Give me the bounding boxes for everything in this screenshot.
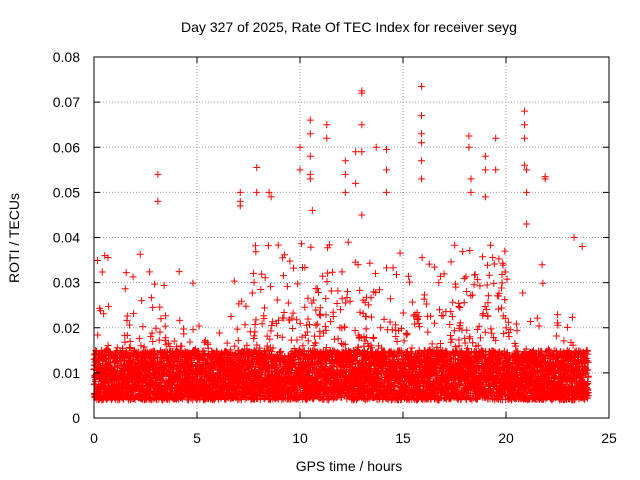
data-point [241,321,249,329]
data-point [106,348,114,356]
data-point [93,257,101,265]
data-point [186,338,194,346]
data-point [125,343,133,351]
data-point [189,326,197,334]
data-point [189,279,197,287]
data-point [157,315,165,323]
data-point [149,337,157,345]
data-point [140,343,148,351]
data-point [238,297,246,305]
data-point [170,337,178,345]
data-point [233,325,241,333]
data-point [242,302,250,310]
data-point [94,331,102,339]
data-point [204,344,212,352]
data-point [175,268,183,276]
data-point [138,297,146,305]
data-point [215,329,223,337]
data-point [146,268,154,276]
data-point [135,335,143,343]
data-point [121,285,129,293]
data-point [134,352,142,360]
data-point [121,338,129,346]
data-point [123,331,131,339]
data-point [142,347,150,355]
data-point [126,337,134,345]
data-point [126,321,134,329]
data-point [104,254,112,262]
data-point [104,341,112,349]
data-point [139,323,147,331]
data-point [147,333,155,341]
data-point [146,373,154,381]
data-point [113,344,121,352]
data-point [164,339,172,347]
data-point [156,303,164,311]
data-point [129,273,137,281]
data-point [243,341,251,349]
data-point [152,324,160,332]
data-point [160,282,168,290]
data-point [178,342,186,350]
data-point [162,334,170,342]
data-point [157,375,165,383]
data-points [90,82,592,404]
data-point [234,337,242,345]
data-point [231,342,239,350]
data-point [195,322,203,330]
data-point [155,336,163,344]
data-point [200,338,208,346]
data-point [137,342,145,350]
data-point [151,280,159,288]
data-point [96,307,104,315]
data-point [176,316,184,324]
data-point [111,394,119,402]
data-point [161,322,169,330]
data-point [148,329,156,337]
data-point [230,277,238,285]
data-point [98,268,106,276]
data-point [162,312,170,320]
data-point [223,339,231,347]
data-point [136,250,144,258]
data-point [227,313,235,321]
data-point [100,310,108,318]
data-point [122,269,130,277]
data-point [147,294,155,302]
data-point [149,303,157,311]
data-point [105,302,113,310]
data-point [180,330,188,338]
data-point [156,359,164,367]
data-point [226,346,234,354]
data-point [130,310,138,318]
data-point [123,312,131,320]
data-point [156,328,164,336]
